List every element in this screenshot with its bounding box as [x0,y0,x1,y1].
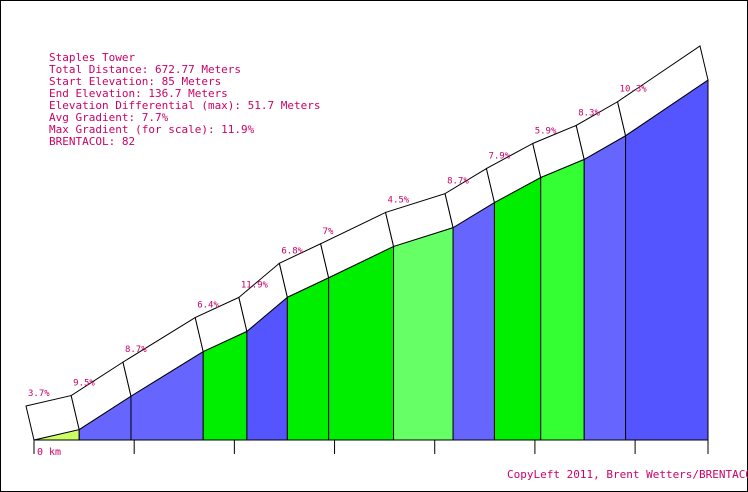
gradient-label-8: 4.5% [388,195,410,205]
segment-area-8 [393,226,454,441]
segment-area-10 [493,176,542,441]
info-line-1: Total Distance: 672.77 Meters [49,63,241,76]
gradient-label-9: 8.7% [447,177,469,187]
info-line-3: End Elevation: 136.7 Meters [49,87,228,100]
segment-area-9 [452,201,495,441]
segment-area-13 [625,79,709,441]
segment-area-7 [328,245,395,441]
segment-ribbon-13 [617,45,709,137]
route-title: Staples Tower [49,51,135,64]
x-tick-label-0: 0 km [37,447,61,458]
gradient-label-4: 6.4% [197,301,219,311]
info-line-7: BRENTACOL: 82 [49,135,135,148]
gradient-label-3: 8.7% [125,345,147,355]
profile-ribbon [25,45,709,441]
gradient-labels: 3.7% 9.5% 8.7% 6.4% 11.9% 6.8% 7% 4.5% 8.7% 7.9% 5… [28,85,647,399]
gradient-label-6: 6.8% [281,246,303,256]
segment-area-6 [286,276,330,441]
gradient-label-12: 8.3% [578,108,600,118]
gradient-label-13: 10.3% [620,85,648,95]
gradient-label-7: 7% [323,227,334,237]
info-line-4: Elevation Differential (max): 51.7 Meter… [49,99,321,112]
segment-area-11 [540,158,585,441]
info-line-2: Start Elevation: 85 Meters [49,75,221,88]
gradient-label-10: 7.9% [488,152,510,162]
segment-area-12 [583,134,627,441]
gradient-label-2: 9.5% [73,379,95,389]
copyright-text: CopyLeft 2011, Brent Wetters/BRENTACOL [507,468,748,481]
gradient-label-11: 5.9% [535,126,557,136]
info-line-5: Avg Gradient: 7.7% [49,111,169,124]
gradient-label-1: 3.7% [28,389,50,399]
gradient-label-5: 11.9% [241,280,269,290]
x-axis: 0 km [33,439,709,458]
profile-segments [33,79,709,441]
info-line-6: Max Gradient (for scale): 11.9% [49,123,255,136]
